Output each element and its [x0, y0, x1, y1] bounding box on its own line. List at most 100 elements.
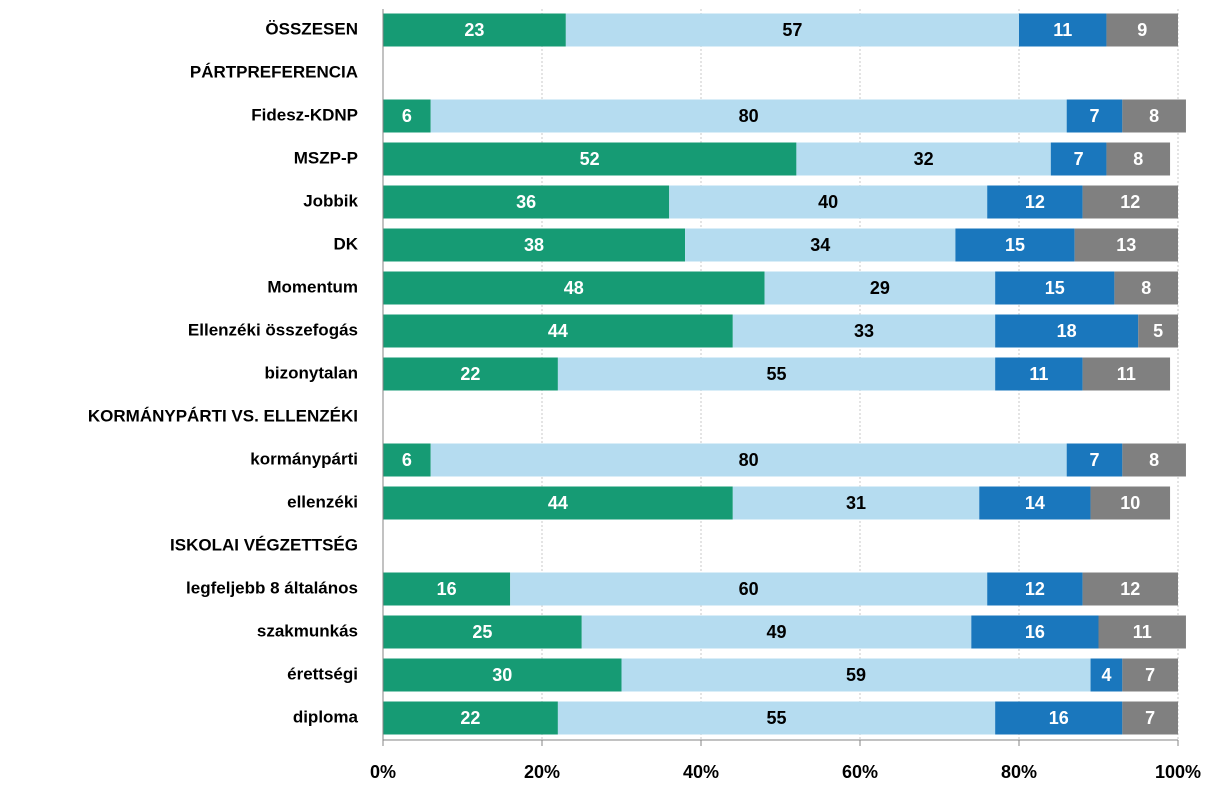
value-label: 14 — [1025, 493, 1045, 513]
x-tick-label: 20% — [524, 762, 560, 782]
value-label: 11 — [1053, 20, 1072, 40]
value-label: 11 — [1029, 364, 1048, 384]
value-label: 12 — [1120, 579, 1140, 599]
bar-segment — [1090, 658, 1123, 692]
category-label: Jobbik — [303, 191, 358, 210]
category-label: kormánypárti — [250, 449, 358, 468]
bar-segment — [557, 357, 996, 391]
bar-segment — [1066, 99, 1123, 133]
value-label: 8 — [1141, 278, 1151, 298]
value-label: 15 — [1045, 278, 1065, 298]
x-tick-label: 40% — [683, 762, 719, 782]
value-label: 8 — [1149, 450, 1159, 470]
value-label: 6 — [402, 450, 412, 470]
bar-segment — [1082, 357, 1171, 391]
bar-segment — [430, 99, 1067, 133]
bar-segment — [1106, 13, 1178, 47]
bar-segment — [565, 13, 1019, 47]
bar-segment — [383, 185, 670, 219]
value-label: 9 — [1137, 20, 1147, 40]
x-tick-label: 80% — [1001, 762, 1037, 782]
bar-segment — [430, 443, 1067, 477]
value-label: 29 — [870, 278, 890, 298]
value-label: 8 — [1149, 106, 1159, 126]
bar-segment — [979, 486, 1091, 520]
value-label: 12 — [1025, 192, 1045, 212]
value-label: 52 — [580, 149, 600, 169]
bar-segment — [621, 658, 1091, 692]
value-label: 80 — [739, 106, 759, 126]
value-label: 13 — [1116, 235, 1136, 255]
bar-segment — [995, 271, 1115, 305]
value-label: 11 — [1117, 364, 1136, 384]
bar-segment — [971, 615, 1099, 649]
bar-segment — [685, 228, 956, 262]
bar-segment — [383, 443, 431, 477]
bar-segment — [510, 572, 988, 606]
value-label: 6 — [402, 106, 412, 126]
value-label: 44 — [548, 321, 568, 341]
value-label: 18 — [1057, 321, 1077, 341]
bar-segment — [995, 701, 1123, 735]
value-label: 7 — [1145, 708, 1155, 728]
bar-segment — [383, 572, 511, 606]
bar-segment — [1122, 99, 1186, 133]
bar-segment — [1114, 271, 1178, 305]
value-label: 33 — [854, 321, 874, 341]
bar-segment — [1082, 572, 1178, 606]
value-label: 44 — [548, 493, 568, 513]
bar-segment — [1122, 701, 1178, 735]
bar-segment — [995, 357, 1083, 391]
value-label: 38 — [524, 235, 544, 255]
value-label: 22 — [460, 708, 480, 728]
value-label: 16 — [437, 579, 457, 599]
value-label: 7 — [1074, 149, 1084, 169]
value-label: 11 — [1133, 622, 1152, 642]
bar-segment — [1074, 228, 1178, 262]
value-label: 7 — [1090, 450, 1100, 470]
bar-segment — [383, 357, 558, 391]
bar-segment — [1082, 185, 1178, 219]
value-label: 12 — [1025, 579, 1045, 599]
value-label: 16 — [1025, 622, 1045, 642]
bar-segment — [383, 228, 686, 262]
category-label: bizonytalan — [264, 363, 358, 382]
value-label: 30 — [492, 665, 512, 685]
value-label: 12 — [1120, 192, 1140, 212]
category-label: MSZP-P — [294, 148, 358, 167]
value-label: 55 — [767, 364, 787, 384]
value-label: 15 — [1005, 235, 1025, 255]
value-label: 49 — [767, 622, 787, 642]
value-label: 36 — [516, 192, 536, 212]
category-label: Ellenzéki összefogás — [188, 320, 358, 339]
category-label: KORMÁNYPÁRTI VS. ELLENZÉKI — [88, 406, 358, 425]
bar-segment — [764, 271, 996, 305]
value-label: 32 — [914, 149, 934, 169]
x-tick-label: 100% — [1155, 762, 1201, 782]
bar-segment — [1138, 314, 1178, 348]
bar-segment — [1066, 443, 1123, 477]
value-label: 80 — [739, 450, 759, 470]
bar-segment — [732, 486, 980, 520]
value-label: 55 — [767, 708, 787, 728]
category-label: DK — [333, 234, 358, 253]
value-label: 7 — [1090, 106, 1100, 126]
x-tick-label: 0% — [370, 762, 396, 782]
bar-segment — [955, 228, 1075, 262]
bar-segment — [1098, 615, 1186, 649]
category-label: ellenzéki — [287, 492, 358, 511]
bar-segment — [383, 615, 582, 649]
bar-segment — [1106, 142, 1171, 176]
bar-segment — [383, 314, 733, 348]
bar-segment — [669, 185, 988, 219]
value-label: 25 — [472, 622, 492, 642]
bar-segment — [796, 142, 1051, 176]
category-label: Momentum — [267, 277, 358, 296]
bar-segment — [1050, 142, 1107, 176]
value-label: 34 — [810, 235, 830, 255]
bar-segment — [987, 185, 1083, 219]
value-label: 22 — [460, 364, 480, 384]
category-label: ISKOLAI VÉGZETTSÉG — [170, 535, 358, 554]
value-label: 7 — [1145, 665, 1155, 685]
